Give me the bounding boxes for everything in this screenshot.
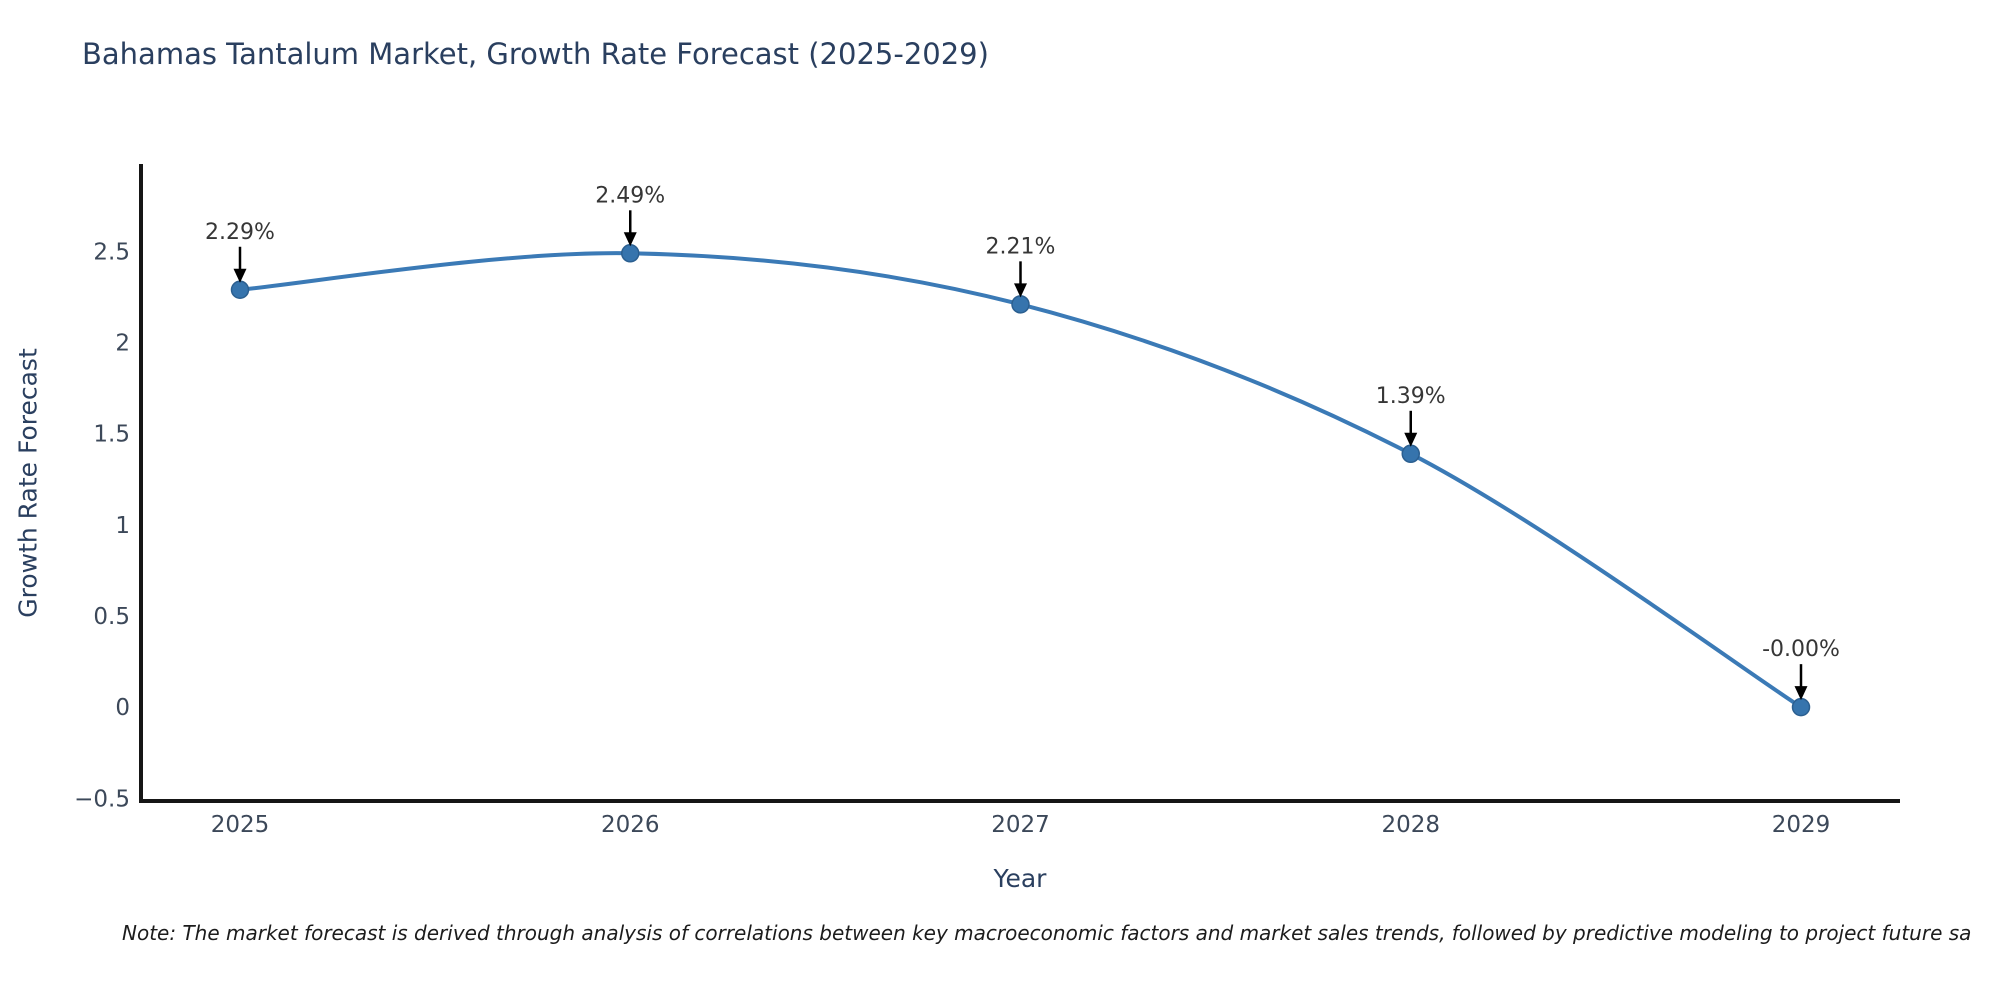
data-point-marker bbox=[1791, 697, 1811, 717]
data-point-marker bbox=[1011, 295, 1030, 314]
annotation-arrowhead-icon bbox=[1794, 686, 1808, 701]
x-tick-label: 2025 bbox=[211, 812, 270, 838]
x-tick-label: 2029 bbox=[1772, 812, 1831, 838]
y-tick-label: 2 bbox=[115, 331, 130, 357]
y-tick-label: 0.5 bbox=[93, 604, 130, 630]
point-value-label: 1.39% bbox=[1376, 384, 1446, 409]
data-point-marker bbox=[621, 244, 640, 263]
forecast-line bbox=[238, 251, 1803, 710]
footnote: Note: The market forecast is derived thr… bbox=[122, 921, 1972, 945]
y-tick-label: 1.5 bbox=[93, 422, 130, 448]
point-value-label: 2.29% bbox=[205, 220, 275, 245]
annotation-arrowhead-icon bbox=[1014, 283, 1027, 298]
x-axis-title: Year bbox=[993, 864, 1047, 893]
annotation-arrowhead-icon bbox=[1404, 432, 1418, 447]
annotation-arrowhead-icon bbox=[623, 232, 637, 247]
point-value-label: 2.21% bbox=[986, 234, 1056, 259]
x-tick-label: 2026 bbox=[601, 812, 660, 838]
data-point-marker bbox=[230, 280, 250, 300]
y-tick-label: 1 bbox=[115, 513, 130, 539]
chart-title: Bahamas Tantalum Market, Growth Rate For… bbox=[82, 37, 989, 71]
point-value-label: -0.00% bbox=[1762, 637, 1840, 662]
annotation-arrowhead-icon bbox=[233, 268, 247, 283]
y-tick-label: 0 bbox=[115, 695, 130, 721]
point-value-label: 2.49% bbox=[595, 183, 665, 208]
x-tick-label: 2028 bbox=[1381, 812, 1440, 838]
y-tick-label: 2.5 bbox=[93, 239, 130, 265]
x-tick-label: 2027 bbox=[991, 812, 1050, 838]
data-point-marker bbox=[1401, 444, 1420, 464]
y-tick-label: −0.5 bbox=[74, 786, 130, 812]
